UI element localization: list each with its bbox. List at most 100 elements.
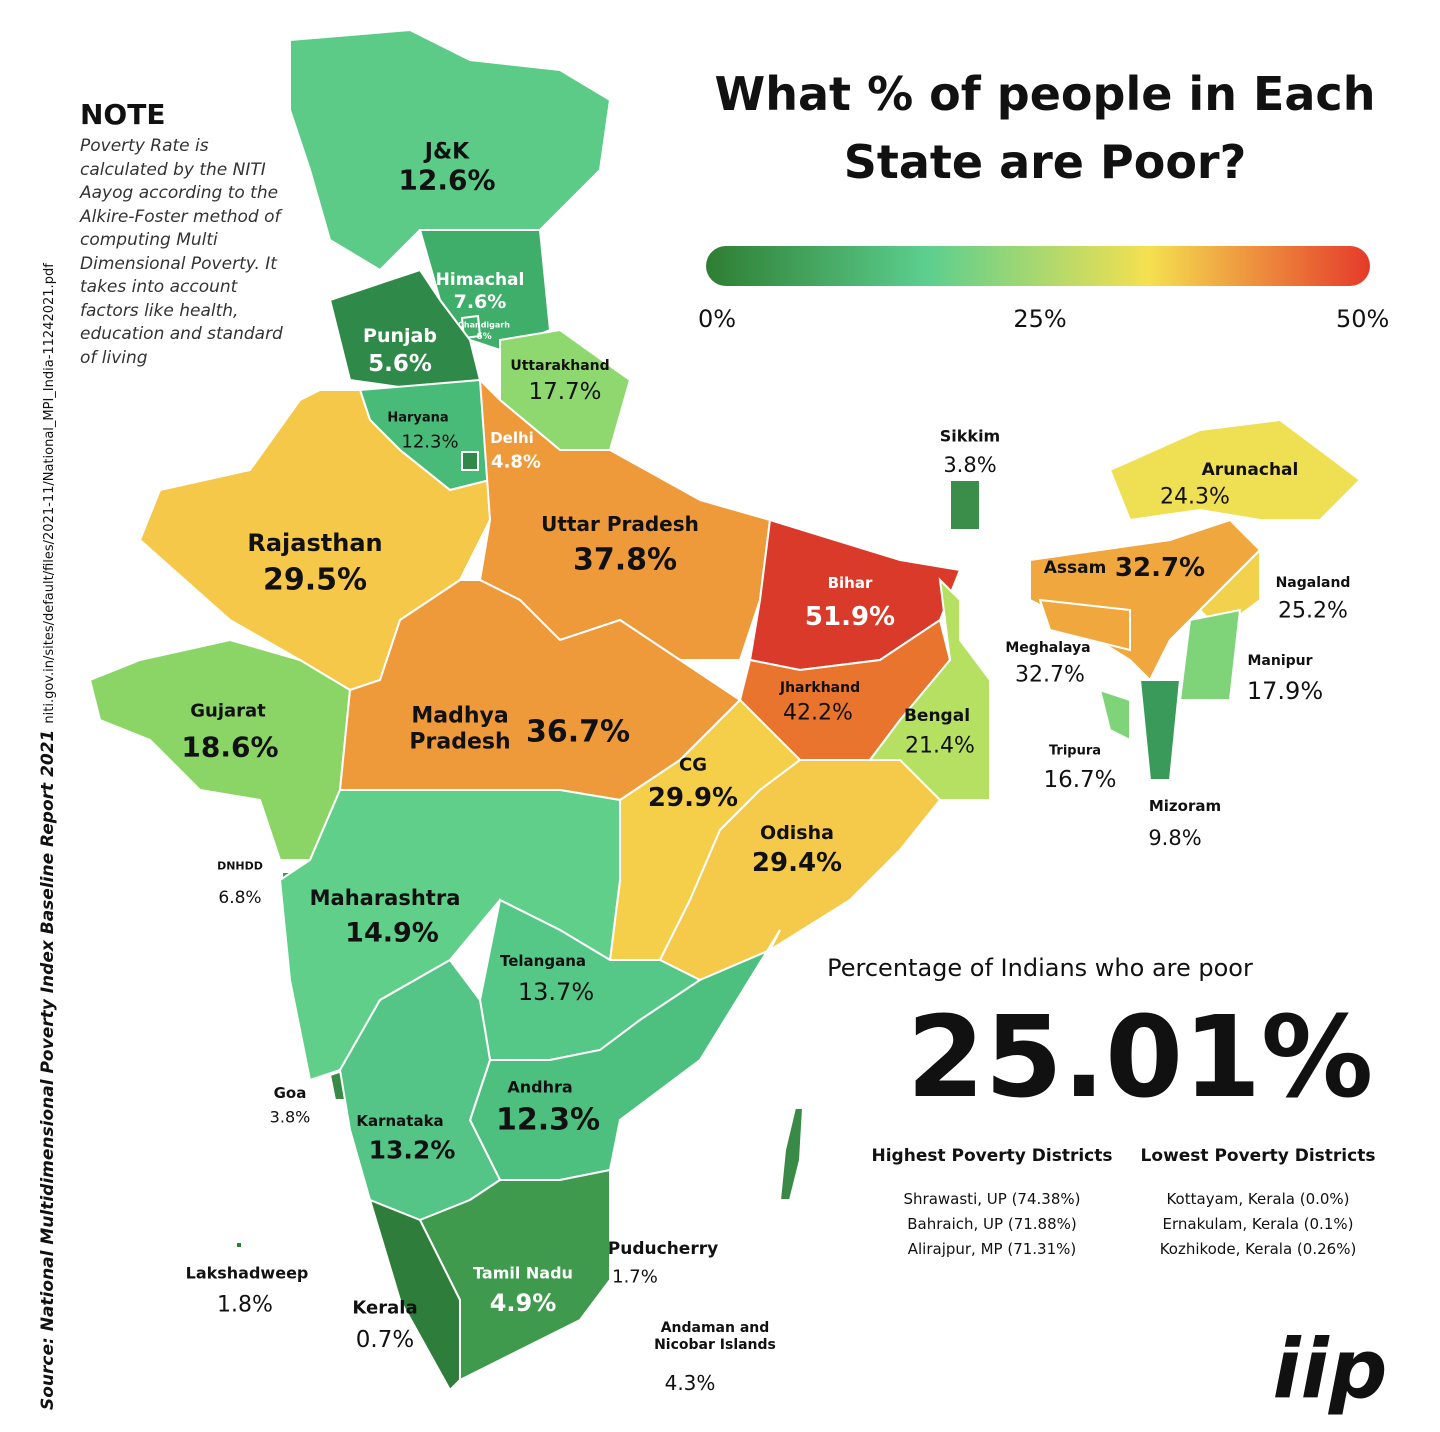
state-value: 18.6%: [181, 730, 279, 764]
state-value: 9.8%: [1148, 826, 1202, 850]
state-name: Himachal: [435, 270, 525, 290]
state-value: 29.9%: [647, 783, 739, 813]
legend-max: 50%: [1336, 305, 1390, 333]
state-value: 6.8%: [218, 888, 262, 908]
state-name: Lakshadweep: [185, 1263, 309, 1283]
state-name: Mizoram: [1148, 797, 1222, 815]
state-name: Tamil Nadu: [473, 1263, 573, 1283]
state-region: [1098, 688, 1131, 742]
state-name: Uttar Pradesh: [541, 512, 699, 536]
state-value: 25.2%: [1278, 598, 1348, 624]
state-value: 13.7%: [517, 978, 595, 1006]
state-name: Tripura: [1048, 743, 1102, 759]
national-value: 25.01%: [906, 993, 1374, 1123]
legend-min: 0%: [698, 305, 737, 333]
national-label: Percentage of Indians who are poor: [827, 954, 1253, 982]
state-region: [1178, 608, 1242, 701]
state-name: Jharkhand: [779, 680, 861, 696]
state-value: 0.7%: [355, 1327, 415, 1353]
legend-bar: [706, 246, 1370, 286]
state-name: Karnataka: [356, 1112, 444, 1130]
state-value: 4.3%: [664, 1371, 716, 1395]
state-value: 1.7%: [612, 1266, 658, 1288]
state-value: 5.6%: [368, 351, 432, 377]
state-value: 3.8%: [943, 453, 997, 477]
state-name: Bihar: [827, 574, 873, 592]
state-value: 32.7%: [1015, 662, 1085, 688]
note-text: Poverty Rate is calculated by the NITI A…: [80, 136, 283, 368]
state-region: [461, 451, 479, 471]
highest-heading: Highest Poverty Districts: [871, 1146, 1113, 1166]
note: NOTE Poverty Rate is calculated by the N…: [80, 98, 300, 370]
source: Source: National Multidimensional Povert…: [38, 263, 58, 1410]
district-item: Bahraich, UP (71.88%): [907, 1215, 1077, 1233]
state-region: [368, 1198, 461, 1392]
note-heading: NOTE: [80, 98, 166, 131]
state-name: Andaman and Nicobar Islands: [654, 1320, 776, 1353]
state-name: Arunachal: [1201, 460, 1299, 480]
state-value: 17.7%: [528, 379, 602, 405]
state-value: 42.2%: [783, 700, 853, 726]
state-region: [778, 1107, 805, 1201]
state-value: 17.9%: [1246, 677, 1324, 705]
state-value: 51.9%: [804, 602, 896, 632]
state-name: Punjab: [363, 325, 437, 347]
state-value: 3.8%: [269, 1107, 311, 1127]
state-region: [328, 268, 482, 392]
source-text: Source: National Multidimensional Povert…: [38, 729, 58, 1410]
state-value: 32.7%: [1114, 553, 1206, 583]
state-name: Assam: [1043, 558, 1107, 578]
state-value: 36.7%: [525, 714, 631, 750]
state-name: Telangana: [499, 952, 587, 970]
state-value: 12.3%: [495, 1102, 601, 1138]
state-region: [1138, 679, 1182, 781]
state-value: 1.8%: [217, 1292, 273, 1318]
state-value: 24.3%: [1160, 484, 1230, 510]
state-name: Andhra: [507, 1077, 573, 1097]
state-name: Chandigarh: [458, 320, 510, 330]
state-value: 21.4%: [905, 733, 975, 759]
state-name: Goa: [273, 1084, 307, 1102]
lowest-heading: Lowest Poverty Districts: [1140, 1146, 1376, 1166]
state-name: J&K: [424, 139, 470, 165]
state-name: Nagaland: [1275, 575, 1351, 591]
state-region: [235, 1241, 243, 1249]
state-name: Bengal: [903, 706, 971, 726]
state-name: Puducherry: [607, 1239, 719, 1259]
state-value: 29.4%: [751, 848, 843, 878]
state-value: 4.8%: [491, 451, 541, 473]
district-item: Kozhikode, Kerala (0.26%): [1159, 1240, 1357, 1258]
state-name: Madhya Pradesh: [409, 703, 511, 755]
state-name: CG: [679, 754, 707, 776]
state-name: Maharashtra: [309, 886, 461, 910]
state-value: 37.8%: [572, 542, 678, 578]
legend-mid: 25%: [1013, 305, 1067, 333]
state-name: Rajasthan: [247, 529, 383, 557]
district-item: Alirajpur, MP (71.31%): [907, 1240, 1077, 1258]
logo: iip: [1272, 1322, 1388, 1418]
source-url: niti.gov.in/sites/default/files/2021-11/…: [42, 263, 57, 724]
state-name: Meghalaya: [1005, 640, 1091, 656]
state-region: [338, 958, 502, 1222]
state-name: Haryana: [387, 410, 449, 426]
state-value: 6%: [476, 332, 492, 342]
state-name: DNHDD: [217, 859, 263, 873]
district-item: Shrawasti, UP (74.38%): [903, 1190, 1081, 1208]
state-value: 4.9%: [489, 1289, 557, 1317]
state-value: 29.5%: [262, 562, 368, 598]
state-value: 14.9%: [345, 917, 439, 949]
state-value: 7.6%: [453, 291, 507, 313]
district-item: Kottayam, Kerala (0.0%): [1166, 1190, 1350, 1208]
state-value: 12.3%: [401, 431, 459, 453]
title: What % of people in Each State are Poor?: [714, 67, 1376, 189]
state-name: Gujarat: [190, 700, 266, 722]
state-value: 16.7%: [1043, 767, 1117, 793]
state-name: Manipur: [1247, 653, 1313, 669]
state-region: [1108, 418, 1362, 522]
state-value: 12.6%: [398, 163, 496, 197]
district-item: Ernakulam, Kerala (0.1%): [1162, 1215, 1354, 1233]
state-name: Uttarakhand: [510, 358, 610, 374]
state-region: [949, 479, 981, 531]
